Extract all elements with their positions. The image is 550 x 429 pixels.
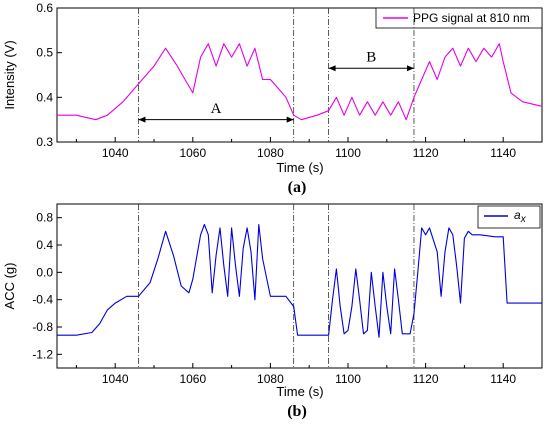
- panel-b: ACC (g) Time (s) (b) ax 1040 1060 1080 1100…: [2, 203, 543, 420]
- y-tick-label: -0.8: [32, 320, 53, 334]
- x-axis-title: Time (s): [276, 384, 323, 399]
- panel-label: (a): [288, 179, 307, 196]
- legend-box: [477, 205, 541, 229]
- x-tick-label: 1140: [490, 146, 516, 160]
- x-tick-label: 1100: [335, 146, 361, 160]
- plot-frame: [56, 7, 543, 143]
- x-axis-title: Time (s): [276, 160, 323, 175]
- arrow-head: [286, 116, 294, 123]
- arrow-head: [328, 65, 336, 72]
- legend: ax: [477, 205, 541, 229]
- panel-label: (b): [287, 403, 307, 420]
- x-tick-label: 1060: [179, 372, 206, 386]
- x-tick-label: 1120: [413, 372, 439, 386]
- legend: PPG signal at 810 nm: [375, 7, 543, 29]
- annotation-label: B: [366, 50, 376, 66]
- legend-box: [375, 7, 543, 29]
- y-axis-title: ACC (g): [2, 263, 17, 310]
- legend-label-base: a: [514, 208, 521, 222]
- legend-label-subscript: x: [520, 214, 527, 225]
- x-tick-label: 1120: [413, 146, 439, 160]
- y-tick-label: 0.0: [36, 265, 53, 279]
- series-line: [57, 223, 542, 338]
- x-tick-label: 1100: [335, 372, 361, 386]
- y-tick-label: 0.5: [36, 46, 53, 60]
- y-tick-label: -1.2: [32, 347, 53, 361]
- y-tick-label: 0.3: [36, 135, 53, 149]
- plot-frame: [56, 203, 543, 369]
- x-tick-label: 1040: [102, 372, 129, 386]
- x-tick-label: 1080: [257, 372, 284, 386]
- y-tick-label: 0.8: [36, 211, 53, 225]
- y-tick-label: 0.4: [36, 238, 53, 252]
- panel-a: Intensity (V) Time (s) (a) PPG signal at…: [2, 1, 543, 196]
- legend-label: PPG signal at 810 nm: [413, 11, 530, 25]
- series-line: [57, 43, 543, 121]
- y-tick-label: 0.6: [36, 1, 53, 15]
- arrow-head: [138, 116, 146, 123]
- legend-label: ax: [514, 208, 527, 225]
- y-axis-title: Intensity (V): [2, 40, 17, 109]
- x-tick-label: 1140: [490, 372, 516, 386]
- y-tick-label: -0.4: [32, 293, 53, 307]
- arrow-head: [406, 65, 414, 72]
- x-tick-label: 1040: [102, 146, 129, 160]
- annotation-label: A: [211, 101, 222, 117]
- x-tick-label: 1060: [179, 146, 206, 160]
- y-tick-label: 0.4: [36, 90, 53, 104]
- x-tick-label: 1080: [257, 146, 284, 160]
